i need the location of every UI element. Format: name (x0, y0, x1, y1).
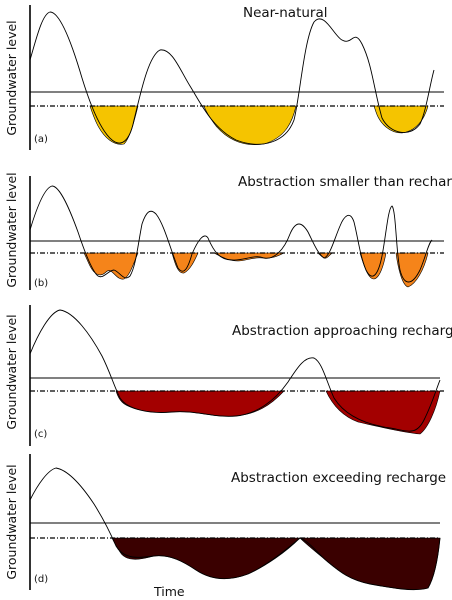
panel-c-deficit-area-1 (115, 390, 285, 417)
x-axis-label: Time (153, 584, 185, 599)
panel-b-deficit-area-1 (83, 252, 139, 280)
panel-b-deficit-area-3 (213, 252, 285, 262)
panel-a: Groundwater level Near-natural (a) (4, 5, 444, 150)
panel-a-ylabel: Groundwater level (4, 20, 19, 135)
panel-b-title: Abstraction smaller than recharge (238, 174, 452, 190)
panel-c: Groundwater level Abstraction approachin… (4, 305, 452, 446)
panel-d-deficit-area-1 (111, 537, 301, 580)
panel-c-ylabel: Groundwater level (4, 314, 19, 429)
panel-d-letter: (d) (34, 574, 48, 585)
panel-c-letter: (c) (34, 429, 47, 440)
panel-a-deficit-area-2 (203, 105, 297, 145)
panel-b-ylabel: Groundwater level (4, 172, 19, 287)
panel-a-deficit-area-3 (373, 105, 429, 134)
panel-c-groundwater-curve (29, 309, 441, 432)
panel-a-groundwater-curve (29, 11, 435, 145)
panel-b-letter: (b) (34, 278, 48, 289)
panel-b: Groundwater level Abstraction smaller th… (4, 172, 452, 290)
panel-d: Groundwater level Abstraction exceeding … (4, 454, 446, 591)
panel-b-groundwater-curve (29, 185, 433, 283)
panel-d-ylabel: Groundwater level (4, 464, 19, 579)
panel-a-letter: (a) (34, 134, 48, 145)
panel-d-title: Abstraction exceeding recharge (231, 470, 446, 486)
panel-d-groundwater-curve (29, 467, 441, 591)
panel-c-deficit-area-2 (325, 390, 441, 435)
panel-a-deficit-area-1 (89, 105, 139, 145)
panel-a-title: Near-natural (243, 5, 328, 21)
panel-d-deficit-area-2 (299, 537, 441, 590)
panel-c-title: Abstraction approaching recharge (232, 323, 452, 339)
panel-b-deficit-area-6 (395, 252, 429, 288)
